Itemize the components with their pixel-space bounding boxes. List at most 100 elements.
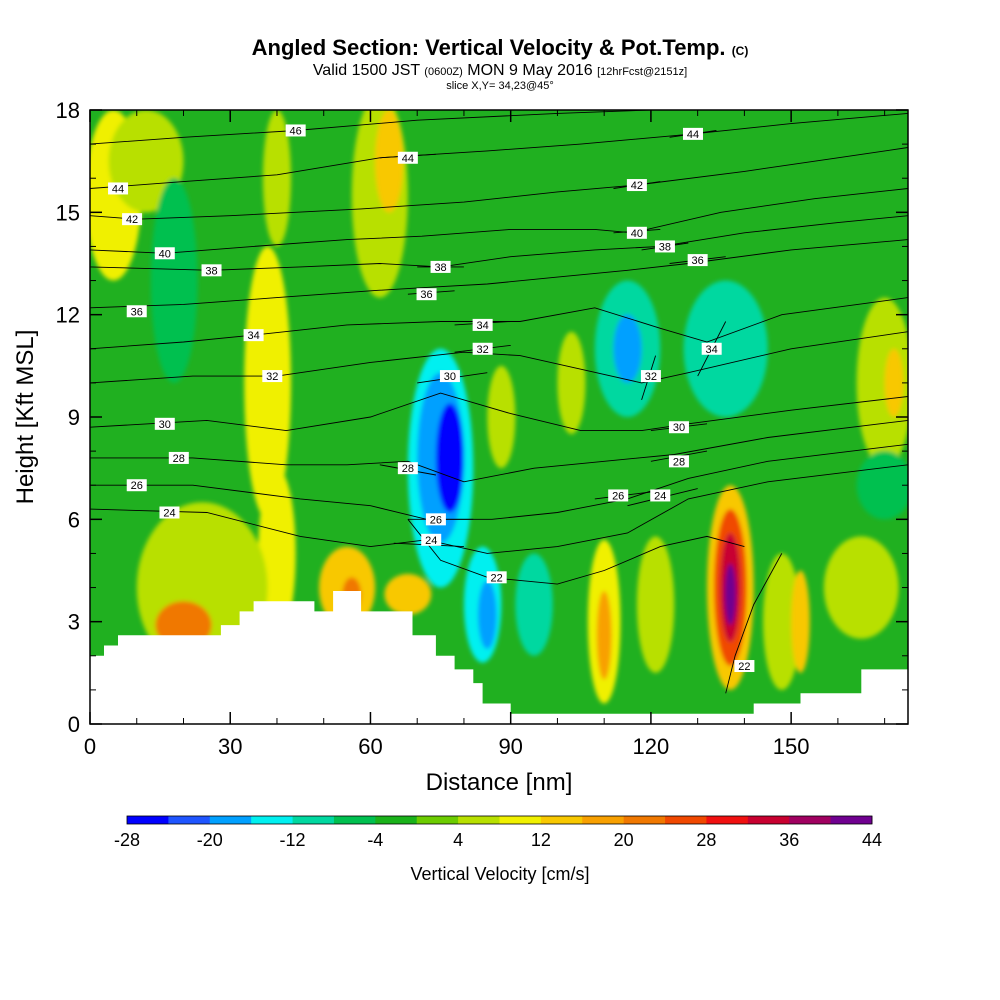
theta-contour-36 [90,239,908,309]
contour-label-28: 28 [173,453,185,465]
y-tick-label-3: 3 [68,610,80,635]
x-tick-label-60: 60 [358,734,382,759]
contour-label-box [168,451,189,464]
contour-label-40: 40 [159,248,171,260]
velocity-cell-34 [884,348,904,417]
velocity-cell-26 [557,331,586,435]
colorbar: -28 -20 -12 -4 4 12 20 28 36 44 [114,815,882,850]
theta-contour-labels: 22 22 24 24 24 26 26 26 28 28 28 30 30 30 32 32 32 34 34 34… [108,124,755,673]
contour-label-box [425,513,446,526]
colorbar-tick-label: -28 [114,830,140,850]
contour-label-30: 30 [159,419,171,431]
contour-label-box [126,305,147,318]
chart-slice-info: slice X,Y= 34,23@45° [446,80,554,92]
theta-contour-26 [90,443,908,520]
colorbar-swatch-4 [292,816,335,824]
colorbar-swatch-5 [333,816,376,824]
contour-label-28: 28 [402,463,414,475]
theta-contour-38 [90,215,908,271]
velocity-cell-25 [683,280,768,417]
theta-contour-22 [407,519,745,585]
contour-label-box [486,571,507,584]
velocity-cell-17 [477,580,497,649]
theta-contour-34 [90,297,908,350]
contour-label-36: 36 [692,255,704,267]
contour-label-32: 32 [645,371,657,383]
contour-label-32: 32 [477,344,489,356]
contour-label-box [285,124,306,137]
contour-label-36: 36 [420,289,432,301]
y-tick-label-15: 15 [56,200,80,225]
contour-label-24: 24 [425,535,437,547]
contour-label-box [430,260,451,273]
theta-contour-44 [90,112,908,189]
contour-label-40: 40 [631,228,643,240]
colorbar-tick-label: 36 [779,830,799,850]
colorbar-tick-label: 12 [531,830,551,850]
theta-contour-42 [90,147,908,220]
x-tick-label-0: 0 [84,734,96,759]
velocity-cell-9 [375,110,404,213]
colorbar-swatch-0 [127,816,169,824]
contour-label-box [416,288,437,301]
colorbar-tick-label: 44 [862,830,882,850]
contour-label-box [397,151,418,164]
contour-label-box [654,240,675,253]
contour-label-box [650,489,671,502]
contour-label-46: 46 [290,125,302,137]
contour-label-box [201,264,222,277]
terrain-mask [90,591,908,724]
velocity-cell-2 [150,178,198,383]
theta-contour-28 [90,419,908,483]
contour-label-44: 44 [687,129,699,141]
contour-label-30: 30 [444,371,456,383]
colorbar-swatch-7 [416,816,459,824]
colorbar-tick-label: 20 [614,830,634,850]
colorbar-swatch-3 [251,816,293,824]
contour-label-box [668,421,689,434]
contour-label-24: 24 [654,490,666,502]
contour-label-box [626,226,647,239]
colorbar-tick-label: 4 [453,830,463,850]
colorbar-tick-label: -12 [280,830,306,850]
velocity-cell-7 [262,110,291,247]
contour-label-box [682,127,703,140]
velocity-cell-12 [384,573,432,615]
y-tick-label-9: 9 [68,405,80,430]
velocity-cell-19 [487,365,516,469]
colorbar-swatch-2 [209,816,252,824]
velocity-cell-22 [636,536,675,673]
contour-label-44: 44 [112,183,124,195]
y-tick-label-18: 18 [56,98,80,123]
colorbar-swatch-10 [540,816,583,824]
contour-label-box [687,254,708,267]
contour-label-box [626,179,647,192]
contour-label-box [668,455,689,468]
colorbar-swatch-8 [458,816,500,824]
contour-label-22: 22 [738,661,750,673]
y-tick-label-0: 0 [68,712,80,737]
contour-label-24: 24 [163,508,175,520]
contour-label-box [262,370,283,383]
plot-area: 22 22 24 24 24 26 26 26 28 28 28 30 30 30 32 32 32 34 34 34… [89,109,909,725]
velocity-cell-30 [724,563,736,626]
y-axis-label: Height [Kft MSL] [12,330,39,505]
contour-label-box [243,329,264,342]
contour-label-box [154,247,175,260]
velocity-cell-31 [763,553,801,690]
contour-label-22: 22 [491,572,503,584]
contour-label-42: 42 [126,214,138,226]
y-tick-label-12: 12 [56,303,80,328]
theta-contour-32 [90,331,908,384]
contour-label-36: 36 [131,306,143,318]
contour-label-38: 38 [659,241,671,253]
chart-title: Angled Section: Vertical Velocity & Pot.… [251,35,749,60]
y-tick-label-6: 6 [68,507,80,532]
velocity-cell-15 [435,403,464,513]
colorbar-swatch-12 [623,816,666,824]
contour-label-30: 30 [673,422,685,434]
velocity-cell-4 [258,468,296,639]
colorbar-swatch-11 [582,816,625,824]
